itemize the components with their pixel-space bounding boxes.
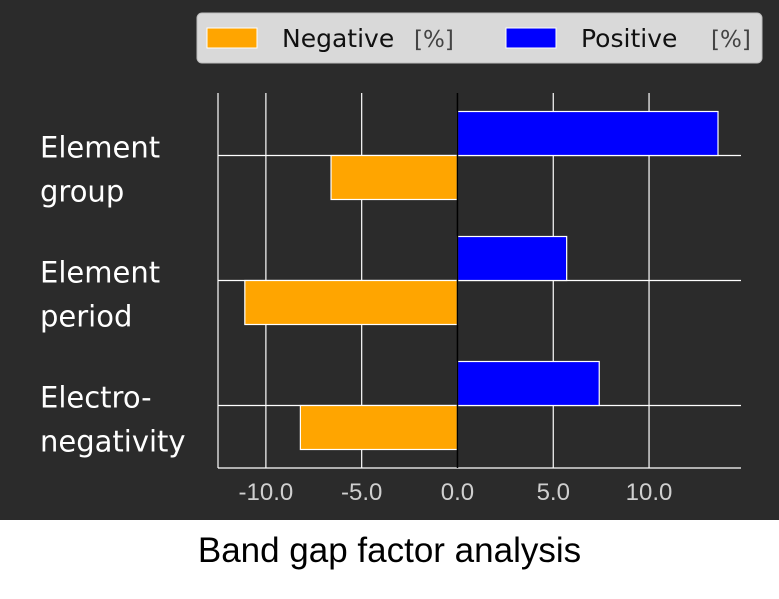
category-label: negativity: [40, 425, 186, 459]
x-tick-label: 10.0: [626, 479, 673, 506]
legend-swatch: [505, 27, 557, 49]
legend-label: Negative: [282, 24, 394, 53]
category-label: period: [40, 300, 132, 334]
legend-unit: [%]: [711, 27, 751, 53]
x-tick-label: -5.0: [341, 479, 382, 506]
bar-chart: -10.0 -5.0 0.0 5.0 10.0 Element group Element pe…: [40, 12, 763, 506]
x-tick-label: 5.0: [537, 479, 570, 506]
legend-unit: [%]: [414, 27, 454, 53]
bar-negative: [244, 279, 459, 326]
category-label: group: [40, 175, 124, 209]
legend-box: [196, 12, 763, 64]
bar-positive: [456, 360, 600, 407]
x-tick-label: -10.0: [239, 479, 294, 506]
category-label: Element: [40, 256, 160, 290]
category-label: Element: [40, 131, 160, 165]
figure-caption: Band gap factor analysis: [197, 531, 582, 570]
chart-panel: -10.0 -5.0 0.0 5.0 10.0 Element group Element pe…: [0, 0, 779, 520]
bar-negative: [299, 404, 459, 451]
bar-positive: [456, 110, 719, 157]
x-tick-label: 0.0: [441, 479, 474, 506]
legend-label: Positive: [581, 24, 677, 53]
bar-negative: [330, 154, 459, 201]
legend-swatch: [206, 27, 258, 49]
bar-positive: [456, 235, 568, 282]
category-label: Electro-: [40, 381, 152, 415]
